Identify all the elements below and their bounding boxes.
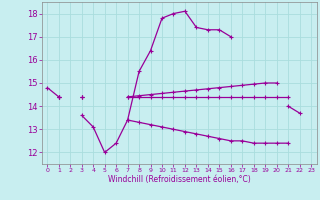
X-axis label: Windchill (Refroidissement éolien,°C): Windchill (Refroidissement éolien,°C): [108, 175, 251, 184]
